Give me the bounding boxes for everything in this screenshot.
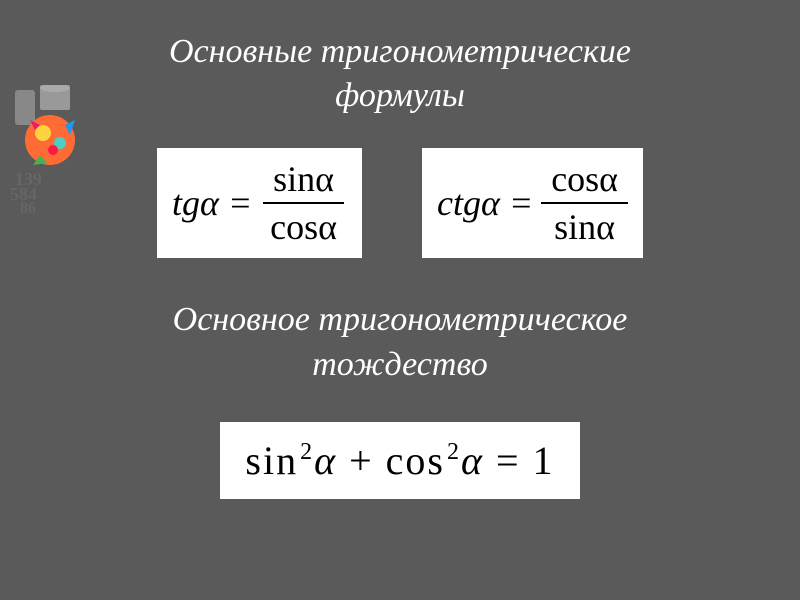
tg-denominator: cosα [260,204,347,248]
formulas-row: tgα = sinα cosα ctgα = cosα sinα [40,148,760,258]
cos-exponent: 2 [447,439,461,465]
tg-formula: tgα = sinα cosα [157,148,362,258]
title-line-1: Основные тригонометрические [169,33,631,70]
title-line-2: формулы [335,77,465,114]
ctg-numerator: cosα [541,158,628,204]
ctg-fraction: cosα sinα [541,158,628,248]
tg-lhs: tgα = [172,182,252,224]
ctg-formula: ctgα = cosα sinα [422,148,643,258]
ctg-denominator: sinα [544,204,625,248]
equals-one: = 1 [484,438,555,483]
tg-fraction: sinα cosα [260,158,347,248]
cos-alpha: α [461,438,484,483]
identity-row: sin2α + cos2α = 1 [40,422,760,499]
slide-container: Основные тригонометрические формулы tgα … [0,0,800,600]
plus-sign: + [337,438,386,483]
sin-text: sin [245,438,298,483]
subtitle: Основное тригонометрическое тождество [40,298,760,386]
pythagorean-identity: sin2α + cos2α = 1 [220,422,579,499]
ctg-lhs: ctgα = [437,182,533,224]
sin-alpha: α [314,438,337,483]
cos-text: cos [386,438,445,483]
subtitle-line-2: тождество [312,346,488,383]
svg-text:86: 86 [20,200,36,215]
tg-numerator: sinα [263,158,344,204]
subtitle-line-1: Основное тригонометрическое [173,301,628,338]
decorative-graphic: 139 584 86 [5,85,100,215]
main-title: Основные тригонометрические формулы [40,30,760,118]
sin-exponent: 2 [300,439,314,465]
